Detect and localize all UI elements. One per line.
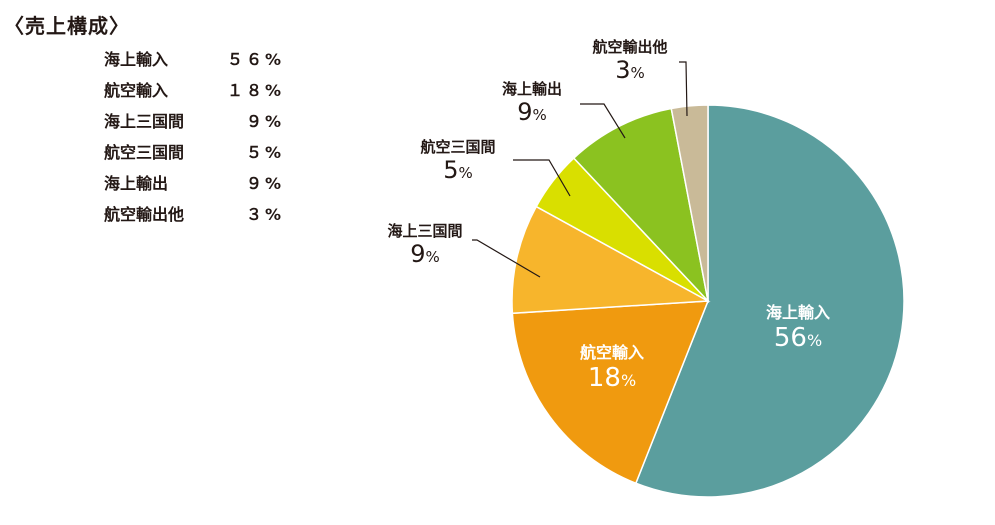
legend-value: ５%: [245, 143, 284, 162]
pie-slice: [634, 104, 905, 498]
legend-row: 航空輸出他 ３%: [104, 201, 304, 232]
legend-value: ９%: [245, 174, 284, 193]
legend-label: 海上三国間: [104, 112, 185, 131]
legend-value: ９%: [245, 112, 284, 131]
slice-value-label: 9%: [517, 98, 547, 126]
legend-row: 海上輸出 ９%: [104, 170, 304, 201]
slice-value-label: 5%: [443, 156, 473, 184]
legend-label: 航空三国間: [104, 143, 185, 162]
leader-line: [580, 103, 626, 139]
slice-value-label: 56%: [774, 323, 822, 353]
slice-value-label: 18%: [588, 363, 636, 393]
pie-slice: [511, 205, 711, 315]
leader-line: [679, 61, 688, 117]
legend-label: 航空輸出他: [104, 205, 185, 224]
slice-label: 海上三国間: [387, 222, 462, 240]
leader-line: [472, 239, 541, 278]
slice-label: 航空輸出他: [592, 38, 667, 56]
legend-label: 航空輸入: [104, 81, 169, 100]
slice-value-label: 3%: [615, 56, 645, 84]
legend-value: ５６%: [226, 50, 284, 69]
chart-title: 〈売上構成〉: [4, 14, 130, 38]
slice-label: 航空三国間: [420, 138, 495, 156]
legend: 海上輸入 ５６% 航空輸入 １８% 海上三国間 ９% 航空三国間 ５% 海上輸出…: [104, 46, 304, 232]
legend-row: 航空輸入 １８%: [104, 77, 304, 108]
pie-slice: [572, 107, 710, 304]
legend-label: 海上輸出: [104, 174, 169, 193]
pie-slice: [511, 300, 710, 485]
slice-value-label: 9%: [410, 240, 440, 268]
slice-label: 海上輸入: [766, 303, 830, 322]
pie-slice: [670, 104, 709, 302]
slice-label: 航空輸入: [580, 343, 644, 362]
legend-row: 航空三国間 ５%: [104, 139, 304, 170]
legend-value: １８%: [226, 81, 284, 100]
legend-row: 海上輸入 ５６%: [104, 46, 304, 77]
slice-label: 海上輸出: [502, 80, 562, 98]
leader-line: [513, 159, 571, 197]
legend-value: ３%: [245, 205, 284, 224]
legend-label: 海上輸入: [104, 50, 169, 69]
legend-row: 海上三国間 ９%: [104, 108, 304, 139]
